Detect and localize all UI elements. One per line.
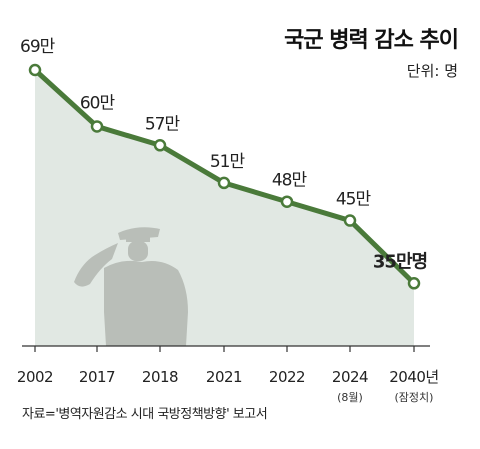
x-tick-label: 2021: [206, 368, 242, 386]
data-label: 35만명: [373, 251, 427, 272]
x-tick-label: 2022: [269, 368, 305, 386]
x-tick-label: 2024: [332, 368, 368, 386]
data-point: [153, 139, 167, 152]
chart-title: 국군 병력 감소 추이: [284, 28, 459, 53]
data-label: 45만: [336, 190, 372, 210]
data-label: 48만: [272, 171, 308, 191]
source-note: 자료='병역자원감소 시대 국방정책방향' 보고서: [22, 407, 268, 422]
data-label: 51만: [210, 152, 246, 172]
data-point: [90, 120, 104, 133]
soldier-silhouette-icon: [74, 227, 188, 346]
x-tick-label: 2002: [17, 368, 53, 386]
data-point: [343, 214, 357, 227]
x-tick-sublabel: (잠정치): [395, 391, 434, 404]
data-label: 57만: [145, 114, 181, 134]
unit-label: 단위: 명: [406, 62, 458, 80]
x-tick-label: 2017: [79, 368, 115, 386]
data-point: [28, 63, 42, 77]
x-tick-label: 2018: [142, 368, 178, 386]
data-point: [217, 176, 231, 190]
data-label: 69만: [20, 37, 56, 57]
x-tick-sublabel: (8월): [337, 391, 363, 404]
x-tick-label: 2040년: [389, 368, 438, 386]
data-point: [280, 195, 294, 208]
data-label: 60만: [80, 93, 116, 113]
data-point: [407, 277, 421, 290]
